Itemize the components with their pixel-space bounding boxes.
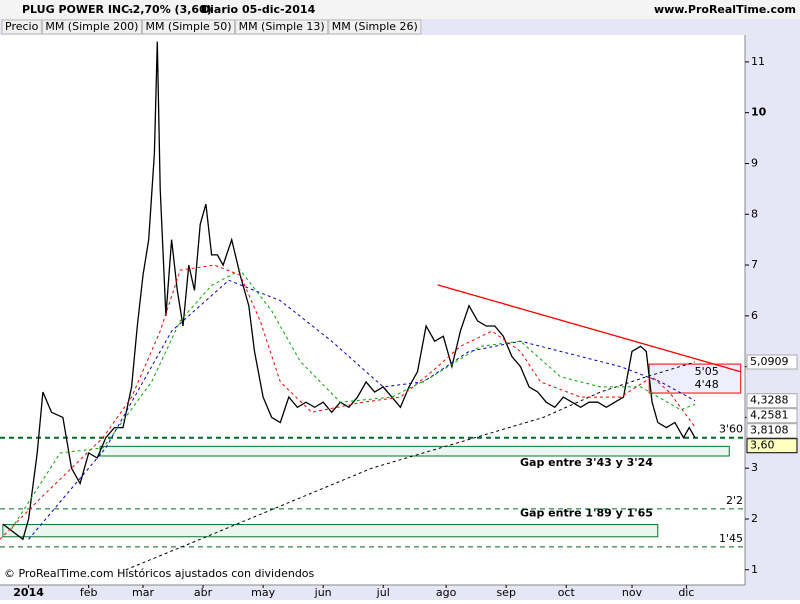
site: www.ProRealTime.com <box>654 3 796 16</box>
footer: © ProRealTime.com Históricos ajustados c… <box>4 567 315 580</box>
gap-zone <box>99 445 730 457</box>
legend-label: MM (Simple 13) <box>239 20 325 33</box>
moving-average <box>0 264 696 540</box>
y-tick-label: 2 <box>751 512 758 525</box>
y-tick-label: 8 <box>751 207 758 220</box>
x-tick-label: jul <box>376 586 390 599</box>
last-value-label: 3,60 <box>750 439 775 452</box>
date: 05-dic-2014 <box>242 3 316 16</box>
plot-area <box>0 35 745 585</box>
y-tick-label: 3 <box>751 461 758 474</box>
zone-top-label: 5'05 <box>695 365 719 378</box>
level-label: 2'2 <box>726 494 743 507</box>
moving-average <box>10 269 696 530</box>
y-tick-label: 1 <box>751 563 758 576</box>
x-tick-label: ago <box>436 586 457 599</box>
last-value-label: 4,2581 <box>750 409 789 422</box>
change: -2,70% (3,60) <box>128 3 212 16</box>
legend-box <box>141 19 236 35</box>
last-value-box <box>746 438 798 454</box>
zone-bottom-label: 4'48 <box>695 378 719 391</box>
legend-label: MM (Simple 26) <box>332 20 418 33</box>
legend-box <box>328 19 422 35</box>
x-tick-label: oct <box>558 586 576 599</box>
last-value-box <box>746 393 798 409</box>
x-tick-label: jun <box>314 586 332 599</box>
last-value-label: 4,3288 <box>750 394 789 407</box>
y-tick-label: 7 <box>751 258 758 271</box>
x-tick-label: feb <box>80 586 98 599</box>
legend-box <box>235 19 329 35</box>
legend-label: MM (Simple 200) <box>45 20 138 33</box>
gap-label: Gap entre 1'89 y 1'65 <box>520 507 653 520</box>
y-tick-label: 6 <box>751 309 758 322</box>
period: Diario <box>201 3 239 16</box>
x-tick-label: mar <box>132 586 154 599</box>
trendline <box>437 284 741 373</box>
y-tick-label: 10 <box>751 106 767 119</box>
last-value-box <box>746 423 798 439</box>
legend-box <box>1 19 42 35</box>
moving-average <box>28 279 696 540</box>
gap-label: Gap entre 3'43 y 3'24 <box>520 456 653 469</box>
moving-average <box>125 361 696 571</box>
last-value-box <box>746 354 798 370</box>
gap-zone <box>2 524 659 538</box>
x-tick-label: 2014 <box>13 586 44 599</box>
legend-box <box>41 19 142 35</box>
symbol: PLUG POWER INC. <box>22 3 133 16</box>
last-value-box <box>746 408 798 424</box>
x-tick-label: may <box>251 586 275 599</box>
last-value-label: 5,0909 <box>750 355 789 368</box>
level-label: 1'45 <box>719 532 743 545</box>
x-tick-label: dic <box>678 586 694 599</box>
x-tick-label: nov <box>622 586 643 599</box>
legend-label: Precio <box>5 20 39 33</box>
header-bar <box>0 0 800 19</box>
legend-label: MM (Simple 50) <box>145 20 231 33</box>
last-value-label: 3,8108 <box>750 424 789 437</box>
x-tick-label: abr <box>194 586 213 599</box>
y-tick-label: 11 <box>751 55 765 68</box>
level-label: 3'60 <box>719 423 743 436</box>
price-line <box>2 41 696 541</box>
y-tick-label: 9 <box>751 156 758 169</box>
x-tick-label: sep <box>496 586 515 599</box>
